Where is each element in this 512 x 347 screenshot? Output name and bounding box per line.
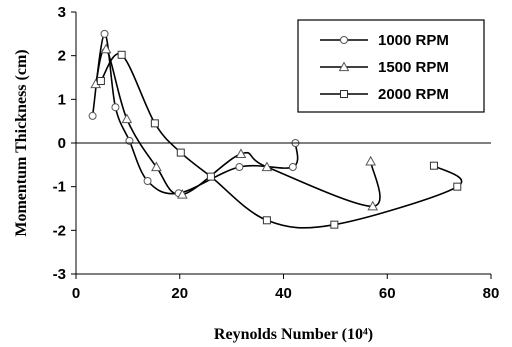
data-point-2000-rpm — [96, 76, 105, 85]
series-markers — [88, 29, 462, 229]
data-point-2000-rpm — [150, 119, 159, 128]
data-point-2000-rpm — [117, 50, 126, 59]
data-point-1000-rpm — [100, 29, 109, 38]
tick-labels: -3 -2 -1 0 1 2 3 0 20 40 60 80 — [53, 4, 500, 302]
data-point-2000-rpm — [453, 182, 462, 191]
data-point-1000-rpm — [288, 163, 297, 172]
y-tick-label: -1 — [53, 179, 66, 196]
legend: 1000 RPM 1500 RPM 2000 RPM — [297, 19, 485, 113]
x-axis-title: Reynolds Number (10⁴) — [214, 326, 373, 343]
legend-box — [297, 19, 485, 113]
x-tick-label: 40 — [275, 285, 292, 302]
y-tick-label: 1 — [58, 91, 66, 108]
axes — [71, 11, 492, 279]
legend-label-1500-rpm: 1500 RPM — [378, 59, 449, 76]
series-line-1500-rpm — [94, 47, 381, 208]
x-tick-label: 0 — [72, 285, 80, 302]
data-point-1000-rpm — [88, 111, 97, 120]
legend-marker-2000-rpm — [340, 90, 348, 98]
data-point-2000-rpm — [206, 172, 215, 181]
data-point-2000-rpm — [176, 148, 185, 157]
y-tick-label: -3 — [53, 266, 66, 283]
y-tick-label: 0 — [58, 135, 66, 152]
data-point-1500-rpm — [365, 155, 376, 166]
x-tick-label: 80 — [483, 285, 500, 302]
data-point-1500-rpm — [367, 200, 379, 211]
data-point-1500-rpm — [121, 113, 133, 124]
data-point-2000-rpm — [330, 220, 339, 229]
y-tick-label: -2 — [53, 222, 66, 239]
y-axis-title: Momentum Thickness (cm) — [13, 49, 30, 236]
data-point-1500-rpm — [151, 161, 162, 172]
data-point-1500-rpm — [261, 161, 273, 172]
data-point-1000-rpm — [235, 163, 244, 172]
legend-label-1000-rpm: 1000 RPM — [378, 32, 449, 49]
legend-marker-1000-rpm — [340, 36, 348, 44]
y-tick-label: 2 — [58, 48, 66, 65]
data-point-1500-rpm — [100, 43, 112, 54]
data-point-2000-rpm — [262, 216, 271, 225]
x-tick-label: 60 — [379, 285, 396, 302]
data-point-1500-rpm — [176, 188, 188, 199]
data-point-2000-rpm — [429, 161, 438, 170]
series-line-2000-rpm — [100, 52, 463, 229]
data-point-1000-rpm — [143, 176, 152, 185]
y-tick-label: 3 — [58, 4, 66, 21]
x-tick-label: 20 — [171, 285, 188, 302]
data-point-1500-rpm — [235, 148, 247, 159]
data-point-1000-rpm — [111, 103, 120, 112]
legend-marker-1500-rpm — [338, 61, 350, 72]
legend-label-2000-rpm: 2000 RPM — [378, 86, 449, 103]
